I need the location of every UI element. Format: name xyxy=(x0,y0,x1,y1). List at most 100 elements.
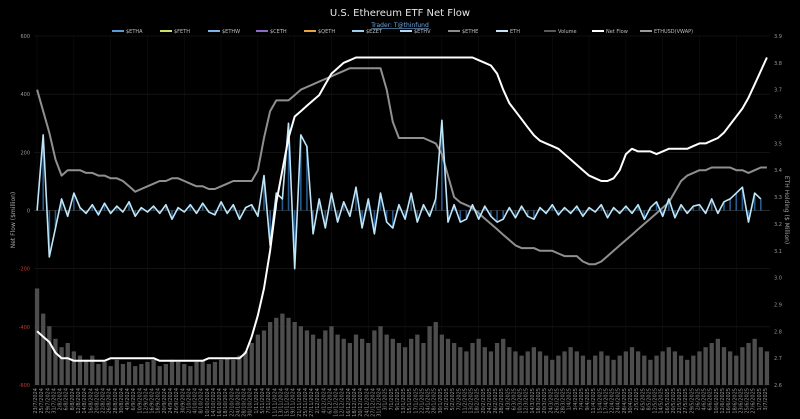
volume-bar xyxy=(501,338,506,385)
etf-flow-bar xyxy=(496,210,498,223)
x-tick-label: 15/4/2025 xyxy=(597,388,603,414)
x-tick-label: 24/2/2025 xyxy=(487,388,493,414)
legend-swatch xyxy=(304,30,316,32)
volume-bar xyxy=(451,343,457,385)
left-tick-label: -600 xyxy=(19,383,30,389)
x-tick-label: 22/4/2025 xyxy=(610,388,616,414)
legend-item: $ETHW xyxy=(222,29,240,35)
etf-flow-bar xyxy=(563,207,566,211)
volume-bar xyxy=(71,351,77,385)
x-tick-label: 3/1/2025 xyxy=(383,388,389,410)
etf-flow-bar xyxy=(201,203,204,211)
volume-bar xyxy=(758,347,763,385)
volume-bar xyxy=(169,359,175,385)
volume-bar xyxy=(335,334,340,385)
x-tick-label: 2/6/2025 xyxy=(696,388,702,410)
x-tick-label: 12/5/2025 xyxy=(653,388,659,414)
legend-item: $FETH xyxy=(174,29,190,35)
volume-bar xyxy=(261,330,267,385)
x-tick-label: 20/2/2025 xyxy=(481,388,487,414)
right-axis-ticks: 3.9 3.8 3.7 3.6 3.5 3.4 3.3 3.2 3.1 3.0 2.9 2.8 2.7 2… xyxy=(774,34,782,389)
etf-flow-bar xyxy=(379,193,382,211)
left-tick-label: 600 xyxy=(20,34,30,40)
x-tick-label: 7/4/2025 xyxy=(579,388,585,410)
volume-bar xyxy=(255,334,261,385)
x-tick-label: 6/6/2025 xyxy=(708,388,714,410)
x-tick-label: 27/5/2025 xyxy=(683,388,689,414)
volume-bar xyxy=(433,322,438,385)
volume-bar xyxy=(740,347,745,385)
volume-bar xyxy=(378,326,383,385)
volume-bar xyxy=(396,343,402,385)
x-tick-label: 27/12/2024 xyxy=(370,388,376,417)
x-tick-label: 16/8/2024 xyxy=(88,388,94,414)
etf-flow-bar xyxy=(128,201,130,211)
volume-bar xyxy=(764,351,770,385)
volume-bar xyxy=(648,359,653,385)
volume-bar xyxy=(41,313,46,385)
x-tick-label: 18/10/2024 xyxy=(223,388,229,417)
x-tick-label: 12/12/2024 xyxy=(340,388,346,417)
x-tick-label: 27/11/2024 xyxy=(309,388,315,417)
volume-bar xyxy=(366,343,371,385)
x-tick-label: 28/2/2025 xyxy=(499,388,505,414)
legend-swatch xyxy=(448,30,460,32)
etf-flow-bar xyxy=(189,204,192,211)
etf-flow-bar xyxy=(416,210,419,223)
etf-flow-bar xyxy=(318,198,320,211)
etf-flow-bar xyxy=(306,146,308,211)
volume-bar xyxy=(721,347,727,385)
etf-flow-bar xyxy=(300,134,302,211)
volume-bar xyxy=(599,351,604,385)
etf-flow-bar xyxy=(533,210,535,220)
x-tick-label: 31/7/2024 xyxy=(52,388,58,414)
etf-flow-bar xyxy=(569,210,572,214)
right-tick-label: 3.3 xyxy=(774,195,782,201)
ethusd-vwap-line xyxy=(36,67,767,266)
x-tick-label: 12/8/2024 xyxy=(76,388,82,414)
volume-bar xyxy=(47,326,52,385)
x-tick-label: 16/10/2024 xyxy=(217,388,223,417)
etf-flow-bar xyxy=(484,206,486,211)
legend-swatch xyxy=(160,30,172,32)
x-tick-label: 23/6/2025 xyxy=(738,388,744,414)
etf-flow-bar xyxy=(103,203,106,211)
x-tick-label: 25/11/2024 xyxy=(303,388,309,417)
volume-bar xyxy=(304,330,310,385)
etf-flow-bar xyxy=(631,210,633,214)
etf-flow-bar xyxy=(324,210,327,228)
x-tick-label: 26/9/2024 xyxy=(174,388,180,414)
volume-bar xyxy=(126,361,132,385)
etf-flow-bar xyxy=(747,210,750,223)
etf-flow-bar xyxy=(158,210,161,214)
volume-bar xyxy=(53,338,58,385)
x-tick-label: 9/4/2025 xyxy=(585,388,591,410)
volume-bar xyxy=(390,338,395,385)
etf-flow-bar xyxy=(281,198,284,211)
x-tick-label: 28/1/2025 xyxy=(432,388,438,414)
etf-flow-bar xyxy=(723,201,725,211)
etf-flow-bar xyxy=(588,207,590,211)
volume-bar xyxy=(317,338,322,385)
volume-bar xyxy=(654,355,659,385)
left-tick-label: 200 xyxy=(20,150,30,156)
x-tick-label: 24/10/2024 xyxy=(236,388,242,417)
x-tick-label: 14/5/2025 xyxy=(659,388,665,414)
volume-bar xyxy=(188,366,193,385)
etf-flow-bar xyxy=(637,204,639,211)
volume-bar xyxy=(488,351,494,385)
volume-bar xyxy=(59,347,64,385)
volume-bar xyxy=(482,347,487,385)
right-tick-label: 3.9 xyxy=(774,34,782,40)
x-tick-label: 25/7/2024 xyxy=(39,388,45,414)
x-tick-label: 18/3/2025 xyxy=(536,388,542,414)
etf-flow-bar xyxy=(520,206,523,211)
etf-flow-bar xyxy=(753,193,756,211)
etf-flow-bar xyxy=(477,210,480,220)
etf-flow-bar xyxy=(73,193,75,211)
x-tick-label: 24/3/2025 xyxy=(548,388,554,414)
x-tick-label: 11/4/2025 xyxy=(591,388,597,414)
volume-bar xyxy=(108,366,113,385)
x-tick-label: 20/12/2024 xyxy=(358,388,364,417)
volume-bar xyxy=(427,326,432,385)
